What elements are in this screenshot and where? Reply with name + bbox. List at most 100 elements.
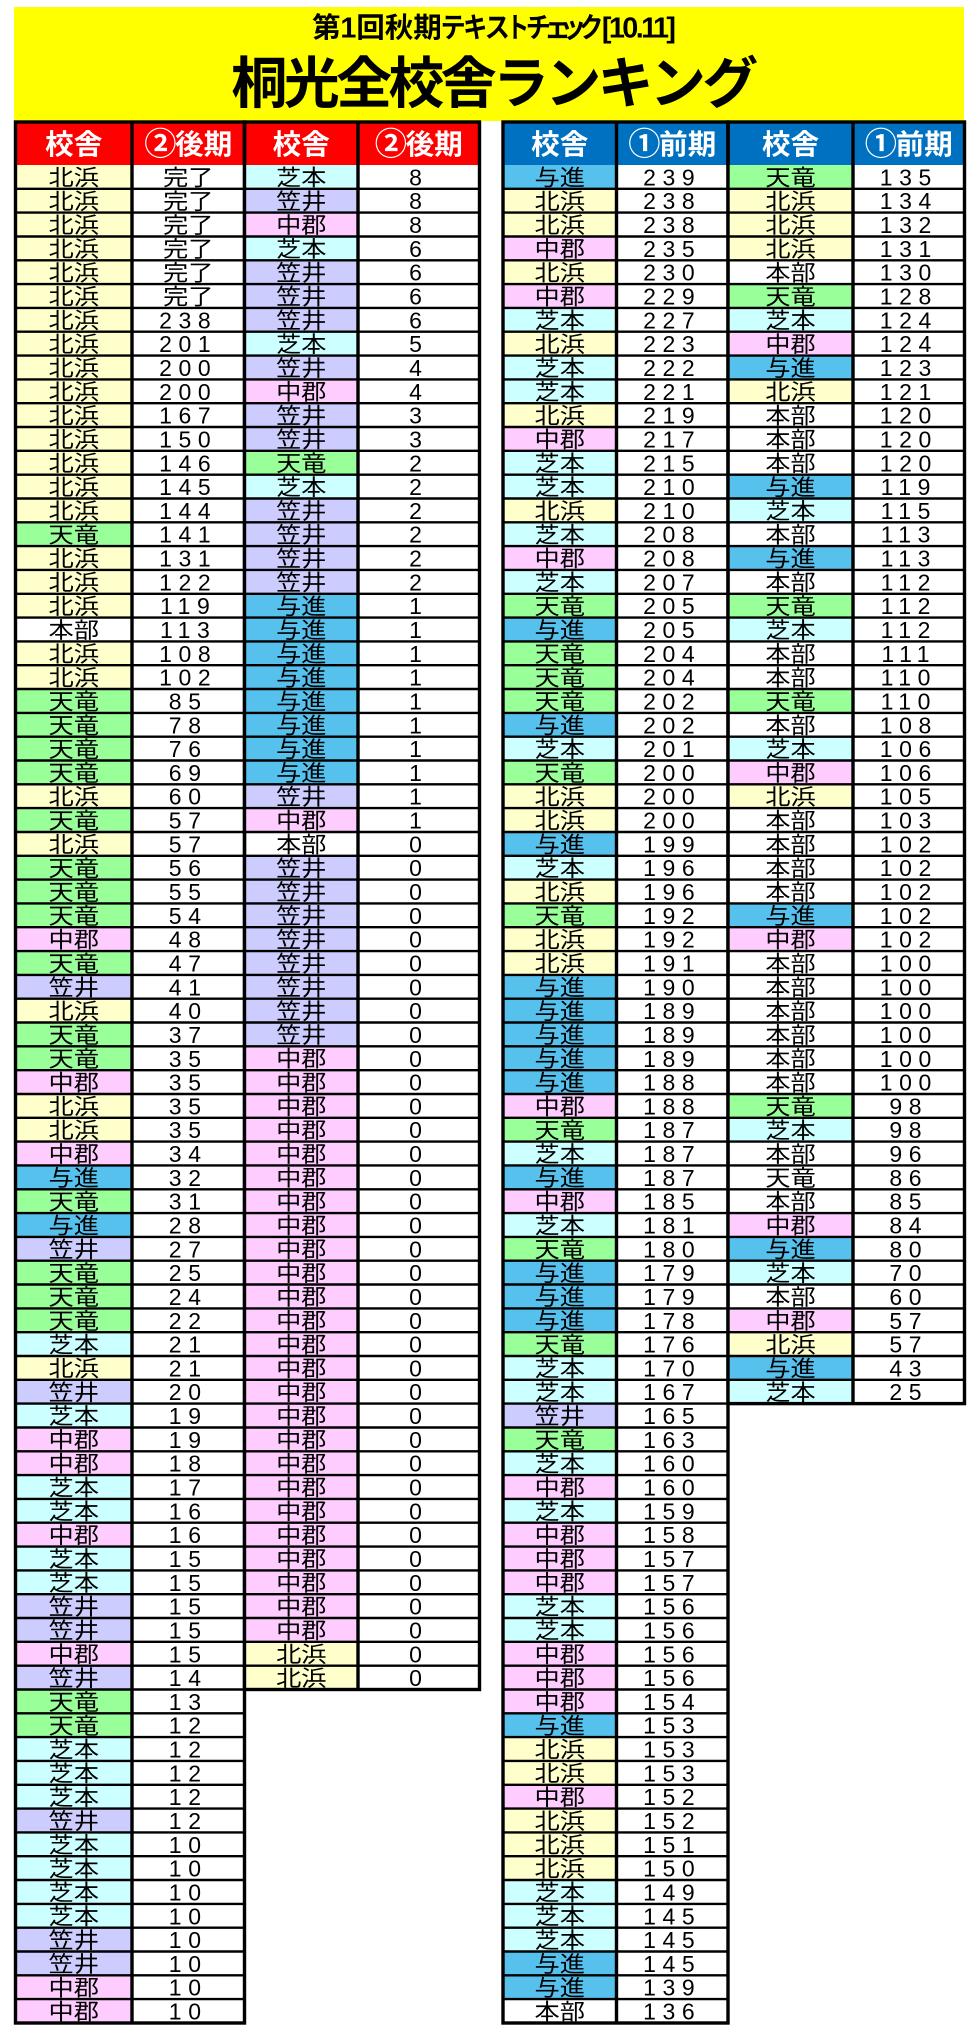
svg-text:25: 25	[169, 1260, 208, 1286]
svg-text:202: 202	[643, 689, 701, 715]
svg-text:2: 2	[409, 474, 428, 500]
svg-text:204: 204	[643, 641, 701, 667]
svg-text:200: 200	[643, 760, 701, 786]
svg-text:60: 60	[889, 1284, 928, 1310]
svg-text:131: 131	[159, 546, 217, 572]
svg-text:14: 14	[169, 1665, 208, 1691]
svg-text:17: 17	[169, 1475, 208, 1501]
svg-text:196: 196	[643, 855, 701, 881]
svg-text:201: 201	[159, 331, 217, 357]
svg-text:0: 0	[409, 879, 428, 905]
svg-text:217: 217	[643, 426, 701, 452]
svg-text:41: 41	[169, 974, 208, 1000]
svg-text:189: 189	[643, 1022, 701, 1048]
svg-text:10: 10	[169, 1999, 208, 2025]
svg-text:16: 16	[169, 1522, 208, 1548]
svg-text:76: 76	[169, 736, 208, 762]
svg-text:15: 15	[169, 1594, 208, 1620]
svg-text:2: 2	[409, 498, 428, 524]
svg-text:8: 8	[409, 188, 428, 214]
svg-text:204: 204	[643, 665, 701, 691]
svg-text:18: 18	[169, 1451, 208, 1477]
svg-text:1: 1	[409, 641, 428, 667]
svg-text:8: 8	[409, 164, 428, 190]
svg-text:10: 10	[169, 1856, 208, 1882]
svg-text:239: 239	[643, 164, 701, 190]
svg-text:157: 157	[643, 1546, 701, 1572]
svg-text:1: 1	[409, 689, 428, 715]
svg-text:223: 223	[643, 331, 701, 357]
svg-text:154: 154	[643, 1689, 701, 1715]
svg-text:0: 0	[409, 1403, 428, 1429]
svg-text:156: 156	[643, 1594, 701, 1620]
svg-text:0: 0	[409, 1451, 428, 1477]
svg-text:156: 156	[643, 1617, 701, 1643]
svg-text:119: 119	[160, 593, 216, 619]
svg-text:47: 47	[169, 951, 208, 977]
svg-text:201: 201	[643, 736, 701, 762]
svg-text:6: 6	[409, 260, 428, 286]
svg-text:5: 5	[409, 331, 428, 357]
svg-text:0: 0	[409, 855, 428, 881]
svg-text:35: 35	[169, 1070, 208, 1096]
svg-text:19: 19	[169, 1403, 208, 1429]
svg-text:2: 2	[409, 569, 428, 595]
svg-text:176: 176	[643, 1332, 701, 1358]
svg-text:1: 1	[409, 784, 428, 810]
svg-text:35: 35	[169, 1117, 208, 1143]
svg-text:22: 22	[169, 1308, 208, 1334]
svg-text:189: 189	[643, 998, 701, 1024]
svg-text:124: 124	[880, 331, 938, 357]
svg-text:102: 102	[880, 927, 938, 953]
svg-text:1: 1	[409, 665, 428, 691]
svg-text:185: 185	[643, 1189, 701, 1215]
svg-text:152: 152	[643, 1784, 701, 1810]
svg-text:3: 3	[409, 426, 428, 452]
svg-text:100: 100	[880, 951, 938, 977]
svg-text:10: 10	[169, 1903, 208, 1929]
svg-text:40: 40	[169, 998, 208, 1024]
svg-text:1: 1	[409, 593, 428, 619]
svg-text:0: 0	[409, 1617, 428, 1643]
svg-text:0: 0	[409, 1046, 428, 1072]
svg-text:0: 0	[409, 1570, 428, 1596]
svg-text:4: 4	[409, 355, 428, 381]
svg-text:10: 10	[169, 1951, 208, 1977]
svg-text:0: 0	[409, 951, 428, 977]
svg-text:12: 12	[169, 1760, 208, 1786]
svg-text:25: 25	[889, 1379, 928, 1405]
svg-text:27: 27	[169, 1236, 208, 1262]
svg-text:135: 135	[880, 164, 938, 190]
svg-text:0: 0	[409, 1189, 428, 1215]
svg-text:0: 0	[409, 1308, 428, 1334]
svg-text:120: 120	[880, 426, 938, 452]
svg-text:238: 238	[159, 307, 217, 333]
svg-text:179: 179	[643, 1260, 701, 1286]
svg-text:0: 0	[409, 1498, 428, 1524]
svg-text:6: 6	[409, 236, 428, 262]
svg-text:0: 0	[409, 1213, 428, 1239]
svg-text:0: 0	[409, 927, 428, 953]
svg-text:136: 136	[643, 1999, 701, 2025]
svg-text:170: 170	[643, 1355, 701, 1381]
svg-text:210: 210	[643, 498, 701, 524]
svg-text:149: 149	[643, 1880, 701, 1906]
svg-text:227: 227	[643, 307, 701, 333]
svg-text:190: 190	[643, 974, 701, 1000]
svg-text:86: 86	[889, 1165, 928, 1191]
svg-text:157: 157	[643, 1570, 701, 1596]
svg-text:12: 12	[169, 1737, 208, 1763]
svg-text:200: 200	[159, 379, 217, 405]
svg-text:180: 180	[643, 1236, 701, 1262]
svg-text:196: 196	[643, 879, 701, 905]
svg-text:[10.11]: [10.11]	[602, 13, 674, 45]
svg-text:98: 98	[889, 1093, 928, 1119]
svg-text:10: 10	[169, 1880, 208, 1906]
svg-text:141: 141	[159, 522, 217, 548]
svg-text:69: 69	[169, 760, 208, 786]
svg-text:111: 111	[881, 641, 936, 667]
svg-text:15: 15	[169, 1617, 208, 1643]
svg-text:57: 57	[889, 1332, 928, 1358]
svg-text:43: 43	[889, 1355, 928, 1381]
svg-text:120: 120	[880, 403, 938, 429]
